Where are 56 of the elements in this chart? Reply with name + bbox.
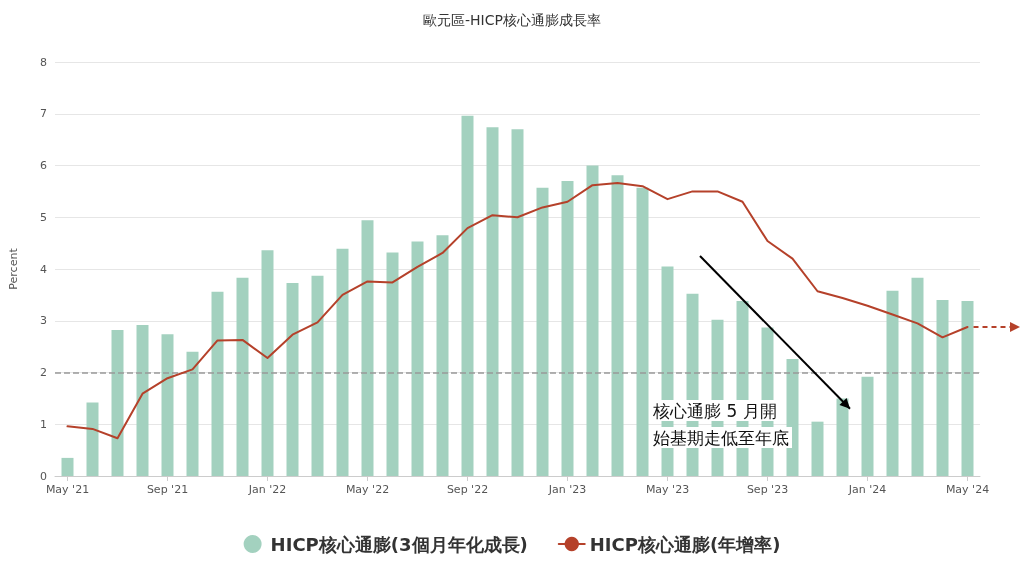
y-tick-label: 1 [40,417,47,431]
bar [636,187,649,476]
annotation: 核心通膨 5 月開 [652,400,777,421]
bar [236,277,249,476]
bar [136,324,149,476]
bar [161,334,174,476]
bar [486,127,499,476]
bar [586,165,599,476]
bar [811,421,824,476]
x-tick-label: Sep '23 [746,483,789,496]
bar [536,187,549,476]
x-tick-label: May '24 [945,483,990,496]
bar [461,115,474,476]
bar [311,275,324,476]
y-tick-label: 8 [40,55,47,69]
x-tick-label: Jan '24 [847,483,887,496]
bar [836,398,849,476]
x-tick-label: May '23 [645,483,690,496]
x-tick-label: May '21 [45,483,90,496]
bar [86,402,99,476]
annotation: 始基期走低至年底 [653,427,789,448]
y-tick-label: 4 [40,262,47,276]
bar [886,290,899,476]
bar [361,220,374,476]
bar [436,235,449,476]
y-axis-title: Percent [7,247,20,290]
bar [336,248,349,476]
bar [961,301,974,476]
x-tick-label: May '22 [345,483,390,496]
bar [111,330,124,476]
bar [186,351,199,476]
x-tick-label: Sep '21 [146,483,189,496]
x-tick-label: Jan '22 [247,483,287,496]
y-tick-label: 2 [40,366,47,379]
bar [211,291,224,476]
bar [511,129,524,476]
bar [286,282,299,476]
bar [561,181,574,476]
x-tick-label: Jan '23 [547,483,587,496]
bar [861,376,874,476]
y-tick-label: 3 [40,314,47,328]
bar [936,300,949,476]
bar [61,457,74,476]
legend-label: HICP核心通膨(年增率) [589,533,781,555]
bar [411,241,424,476]
bar [611,175,624,476]
y-tick-label: 5 [40,210,47,224]
bar [386,252,399,476]
legend-label: HICP核心通膨(3個月年化成長) [270,533,528,555]
y-tick-label: 7 [40,107,47,121]
bar [911,277,924,476]
chart-title: 歐元區-HICP核心通膨成長率 [423,12,601,28]
bar [261,250,274,476]
y-tick-label: 0 [40,469,47,483]
x-tick-label: Sep '22 [446,483,489,496]
y-tick-label: 6 [40,159,47,172]
